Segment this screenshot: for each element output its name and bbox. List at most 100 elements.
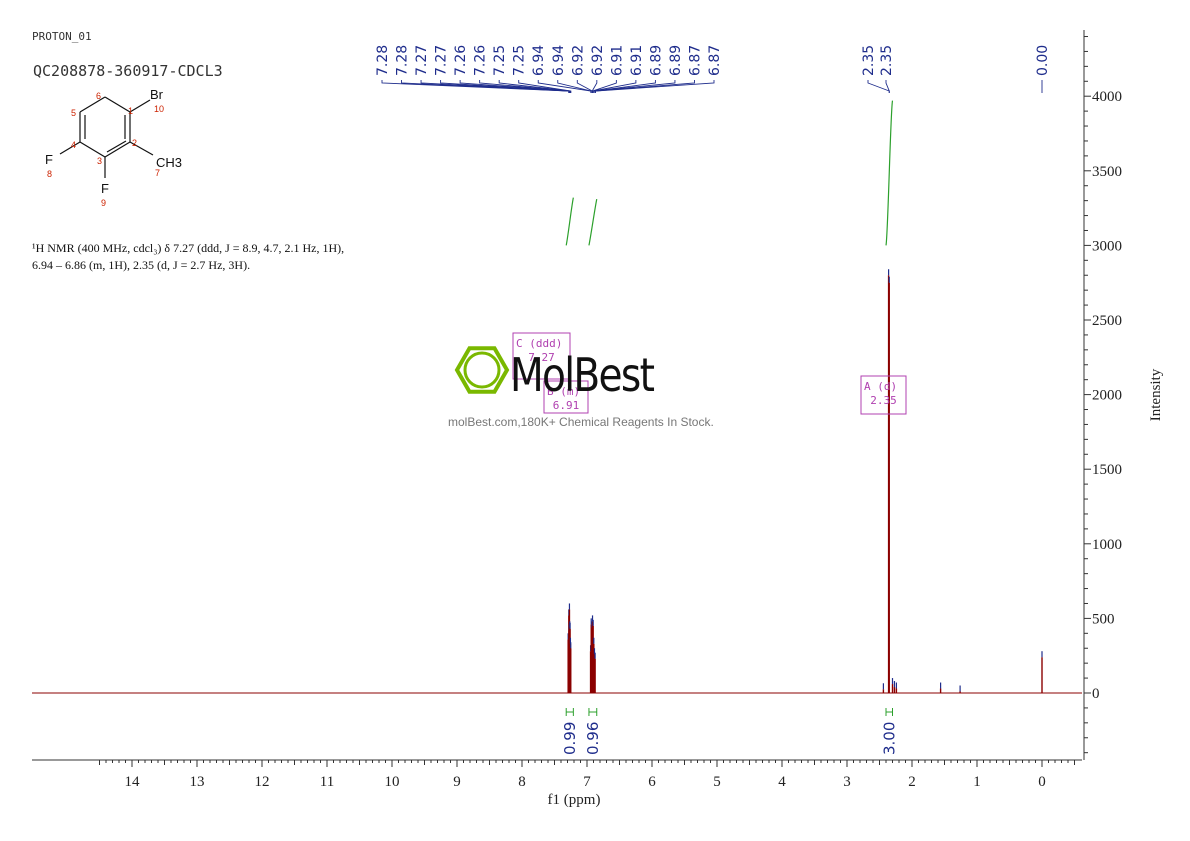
peak-label: 6.87 xyxy=(687,45,703,76)
integral-curve xyxy=(885,100,894,246)
watermark-brand: MolBest xyxy=(510,348,655,402)
atom-number: 7 xyxy=(155,168,160,178)
x-tick-label: 10 xyxy=(385,774,400,790)
integral-value: 0.96 xyxy=(584,722,602,755)
peak-label: 7.28 xyxy=(375,45,391,76)
peak-label: 7.26 xyxy=(453,45,469,76)
x-tick-label: 7 xyxy=(583,774,591,790)
x-tick-label: 14 xyxy=(125,774,141,790)
sample-id: QC208878-360917-CDCL3 xyxy=(33,62,223,80)
x-tick-label: 2 xyxy=(908,774,916,790)
x-tick-label: 11 xyxy=(320,774,334,790)
peak-label-connector xyxy=(479,80,571,93)
spectrum-trace xyxy=(32,269,1082,694)
x-tick-label: 3 xyxy=(843,774,851,790)
peak-label-connector xyxy=(592,80,637,93)
peak-label: 6.94 xyxy=(531,45,547,76)
peak-label: 7.27 xyxy=(434,45,450,76)
x-tick-label: 6 xyxy=(648,774,656,790)
y-tick-label: 2000 xyxy=(1092,388,1122,404)
atom-number: 9 xyxy=(101,198,106,208)
atom-ch3: CH3 xyxy=(156,155,182,170)
peak-label: 7.25 xyxy=(492,45,508,76)
y-tick-label: 3500 xyxy=(1092,164,1122,180)
integral-value: 0.99 xyxy=(561,722,579,755)
nmr-description: ¹H NMR (400 MHz, cdcl₃) δ 7.27 (ddd, J =… xyxy=(32,240,412,274)
molbest-logo-icon xyxy=(454,346,510,394)
peak-label: 6.89 xyxy=(648,45,664,76)
nmr-line-1: ¹H NMR (400 MHz, cdcl₃) δ 7.27 (ddd, J =… xyxy=(32,241,345,255)
x-tick-label: 9 xyxy=(453,774,461,790)
x-tick-label: 13 xyxy=(190,774,205,790)
multiplet-label: B (m) xyxy=(547,385,580,398)
x-tick-label: 5 xyxy=(713,774,721,790)
peak-label-connector xyxy=(885,80,890,93)
experiment-label: PROTON_01 xyxy=(32,30,92,43)
integral-curves xyxy=(565,100,894,246)
y-tick-label: 500 xyxy=(1092,611,1115,627)
bond-to-br xyxy=(129,99,151,113)
atom-f: F xyxy=(45,152,53,167)
x-axis-title: f1 (ppm) xyxy=(548,792,601,808)
atom-number: 8 xyxy=(47,169,52,179)
multiplet-label: A (d) xyxy=(864,380,897,393)
multiplet-box xyxy=(512,332,571,380)
ring-bond xyxy=(104,96,131,113)
multiplet-box xyxy=(543,380,589,414)
x-tick-label: 4 xyxy=(778,774,786,790)
multiplet-boxes: C (ddd)7.27 B (m)6.91 A (d)2.35 xyxy=(512,332,907,415)
multiplet-label: C (ddd) xyxy=(516,337,562,350)
atom-number: 5 xyxy=(71,108,76,118)
peak-label: 2.35 xyxy=(879,45,895,76)
multiplet-shift: 6.91 xyxy=(553,399,580,412)
ring-bond xyxy=(104,141,131,158)
peak-label-connector xyxy=(593,80,676,93)
y-tick-label: 1500 xyxy=(1092,462,1122,478)
atom-number: 10 xyxy=(154,104,164,114)
watermark-subtitle: molBest.com,180K+ Chemical Reagents In S… xyxy=(448,415,714,429)
y-tick-label: 3000 xyxy=(1092,238,1122,254)
integral-value: 3.00 xyxy=(880,722,898,755)
peak-label: 6.91 xyxy=(629,45,645,76)
peak-label: 7.27 xyxy=(414,45,430,76)
y-axis-title: Intensity xyxy=(1148,368,1164,421)
chemical-structure: Br CH3 F F 1 2 3 4 5 6 7 8 9 10 xyxy=(45,87,182,208)
peak-label-connector xyxy=(440,80,570,93)
peak-label: 0.00 xyxy=(1035,45,1051,76)
peak-label-connector xyxy=(595,80,695,93)
peak-label: 7.25 xyxy=(512,45,528,76)
atom-number: 3 xyxy=(97,156,102,166)
ring-bond xyxy=(79,96,106,113)
multiplet-shift: 2.35 xyxy=(870,394,897,407)
y-tick-label: 1000 xyxy=(1092,537,1122,553)
atom-number: 4 xyxy=(71,140,76,150)
x-tick-label: 1 xyxy=(973,774,981,790)
axes: 14 13 12 11 10 9 8 7 6 5 4 3 2 1 0f1 (ppm)050010001500… xyxy=(32,30,1164,808)
bond-to-f xyxy=(59,141,81,155)
x-tick-label: 12 xyxy=(255,774,270,790)
bond-to-ch3 xyxy=(129,141,154,156)
ring-double-bond xyxy=(106,140,127,153)
peak-label-connector xyxy=(557,80,592,93)
peak-label-connector xyxy=(595,80,715,93)
peak-label: 6.94 xyxy=(551,45,567,76)
y-tick-label: 2500 xyxy=(1092,313,1122,329)
x-tick-label: 0 xyxy=(1038,774,1046,790)
integral-curve xyxy=(588,199,598,246)
atom-f: F xyxy=(101,181,109,196)
atom-br: Br xyxy=(150,87,164,102)
peak-label: 7.26 xyxy=(473,45,489,76)
peak-label: 6.92 xyxy=(590,45,606,76)
peak-label: 2.35 xyxy=(861,45,877,76)
integral-labels: 0.99 0.96 3.00 xyxy=(561,708,898,755)
nmr-line-2: 6.94 – 6.86 (m, 1H), 2.35 (d, J = 2.7 Hz… xyxy=(32,258,251,272)
peak-label: 6.91 xyxy=(609,45,625,76)
x-tick-label: 8 xyxy=(518,774,526,790)
peak-label: 6.92 xyxy=(570,45,586,76)
y-tick-label: 4000 xyxy=(1092,89,1122,105)
peak-labels: 7.28 7.28 7.27 7.27 7.26 7.26 7.25 7.25 6.94 6.94… xyxy=(375,45,1051,93)
peak-label: 6.87 xyxy=(707,45,723,76)
atom-number: 2 xyxy=(132,138,137,148)
atom-number: 6 xyxy=(96,91,101,101)
